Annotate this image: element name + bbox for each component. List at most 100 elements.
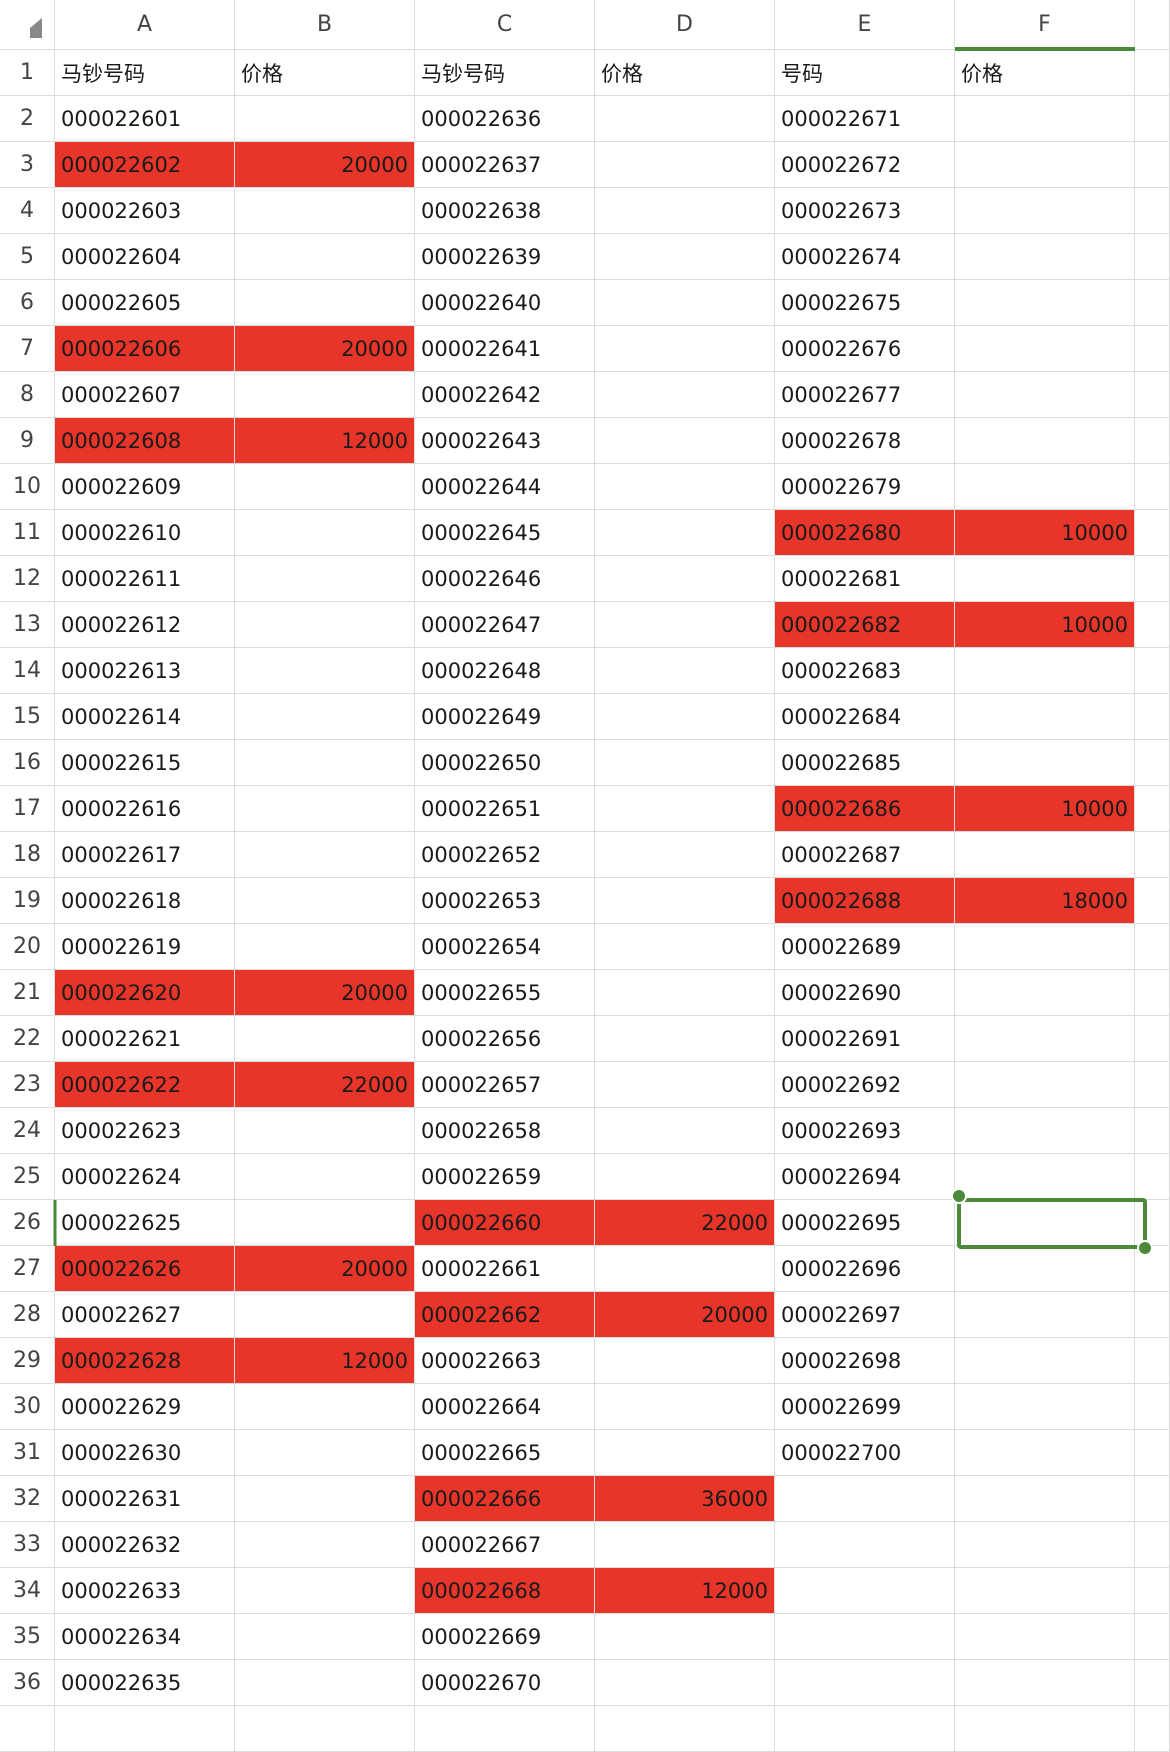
cell[interactable]: 000022650 [415, 740, 595, 786]
cell[interactable]: 000022695 [775, 1200, 955, 1246]
cell[interactable]: 000022628 [55, 1338, 235, 1384]
cell[interactable]: 000022662 [415, 1292, 595, 1338]
cell[interactable]: 000022601 [55, 96, 235, 142]
cell[interactable] [235, 1154, 415, 1200]
cell[interactable]: 000022624 [55, 1154, 235, 1200]
cell[interactable]: 000022644 [415, 464, 595, 510]
cell[interactable] [595, 694, 775, 740]
cell[interactable]: 000022676 [775, 326, 955, 372]
cell[interactable] [595, 464, 775, 510]
cell[interactable] [955, 1292, 1135, 1338]
cell[interactable]: 000022618 [55, 878, 235, 924]
row-header[interactable]: 3 [0, 142, 55, 188]
row-header[interactable]: 35 [0, 1614, 55, 1660]
cell[interactable] [595, 418, 775, 464]
cell[interactable] [235, 372, 415, 418]
row-header[interactable]: 28 [0, 1292, 55, 1338]
cell[interactable]: 000022678 [775, 418, 955, 464]
cell[interactable]: 000022630 [55, 1430, 235, 1476]
row-header[interactable]: 6 [0, 280, 55, 326]
row-header[interactable]: 18 [0, 832, 55, 878]
cell[interactable] [595, 1154, 775, 1200]
cell[interactable] [775, 1522, 955, 1568]
cell[interactable] [955, 1384, 1135, 1430]
cell[interactable]: 000022691 [775, 1016, 955, 1062]
cell[interactable] [235, 1200, 415, 1246]
cell[interactable] [955, 1246, 1135, 1292]
row-header[interactable]: 32 [0, 1476, 55, 1522]
cell[interactable]: 000022664 [415, 1384, 595, 1430]
cell[interactable]: 000022603 [55, 188, 235, 234]
cell[interactable]: 12000 [235, 418, 415, 464]
cell[interactable]: 000022643 [415, 418, 595, 464]
cell[interactable] [775, 1660, 955, 1706]
cell[interactable] [235, 648, 415, 694]
cell[interactable] [595, 832, 775, 878]
row-header[interactable]: 15 [0, 694, 55, 740]
cell[interactable] [235, 556, 415, 602]
cell[interactable] [955, 1154, 1135, 1200]
cell[interactable]: 000022611 [55, 556, 235, 602]
cell[interactable] [595, 1062, 775, 1108]
cell[interactable]: 000022661 [415, 1246, 595, 1292]
row-header[interactable]: 16 [0, 740, 55, 786]
cell[interactable]: 000022658 [415, 1108, 595, 1154]
cell[interactable]: 000022648 [415, 648, 595, 694]
cell[interactable] [235, 280, 415, 326]
cell[interactable]: 000022637 [415, 142, 595, 188]
cell[interactable] [235, 464, 415, 510]
cell[interactable] [235, 1430, 415, 1476]
cell[interactable] [955, 188, 1135, 234]
cell[interactable]: 000022677 [775, 372, 955, 418]
cell[interactable] [235, 1108, 415, 1154]
cell[interactable]: 价格 [955, 50, 1135, 96]
column-header[interactable]: F [955, 0, 1135, 50]
cell[interactable]: 000022654 [415, 924, 595, 970]
row-header[interactable]: 17 [0, 786, 55, 832]
cell[interactable] [595, 1338, 775, 1384]
cell[interactable] [235, 1522, 415, 1568]
cell[interactable] [955, 1430, 1135, 1476]
cell[interactable] [955, 234, 1135, 280]
cell[interactable]: 000022652 [415, 832, 595, 878]
cell[interactable] [955, 142, 1135, 188]
cell[interactable] [595, 924, 775, 970]
cell[interactable]: 000022631 [55, 1476, 235, 1522]
cell[interactable]: 000022696 [775, 1246, 955, 1292]
cell[interactable]: 000022693 [775, 1108, 955, 1154]
cell[interactable]: 000022682 [775, 602, 955, 648]
cell[interactable]: 000022669 [415, 1614, 595, 1660]
cell[interactable] [775, 1476, 955, 1522]
cell[interactable]: 000022615 [55, 740, 235, 786]
row-header[interactable]: 9 [0, 418, 55, 464]
column-header[interactable]: E [775, 0, 955, 50]
cell[interactable] [595, 142, 775, 188]
row-header[interactable]: 7 [0, 326, 55, 372]
row-header[interactable]: 19 [0, 878, 55, 924]
cell[interactable]: 000022639 [415, 234, 595, 280]
cell[interactable] [235, 694, 415, 740]
cell[interactable] [955, 1062, 1135, 1108]
cell[interactable]: 000022659 [415, 1154, 595, 1200]
cell[interactable] [235, 96, 415, 142]
cell[interactable]: 20000 [235, 142, 415, 188]
cell[interactable] [955, 1522, 1135, 1568]
cell[interactable]: 马钞号码 [55, 50, 235, 96]
cell[interactable]: 000022680 [775, 510, 955, 556]
cell[interactable]: 000022686 [775, 786, 955, 832]
cell[interactable] [235, 1384, 415, 1430]
cell[interactable]: 000022679 [775, 464, 955, 510]
cell[interactable]: 000022614 [55, 694, 235, 740]
cell[interactable]: 000022626 [55, 1246, 235, 1292]
column-header[interactable]: D [595, 0, 775, 50]
row-header[interactable]: 22 [0, 1016, 55, 1062]
cell[interactable] [955, 1476, 1135, 1522]
cell[interactable]: 000022641 [415, 326, 595, 372]
cell[interactable]: 000022665 [415, 1430, 595, 1476]
cell[interactable] [235, 740, 415, 786]
cell[interactable] [235, 1614, 415, 1660]
row-header[interactable]: 33 [0, 1522, 55, 1568]
cell[interactable]: 000022634 [55, 1614, 235, 1660]
cell[interactable] [595, 326, 775, 372]
cell[interactable]: 000022692 [775, 1062, 955, 1108]
